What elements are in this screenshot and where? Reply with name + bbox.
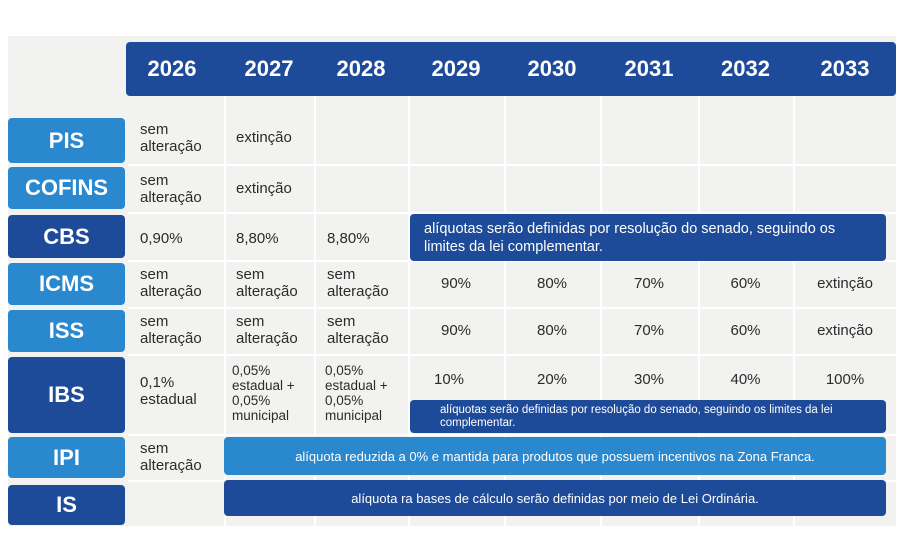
year-2032: 2032 (721, 56, 770, 81)
cell-icms-2026: sem alteração (140, 266, 202, 300)
cell-cbs-2026: 0,90% (140, 230, 183, 247)
tax-label-icms: ICMS (8, 263, 125, 305)
is-note-banner: alíquota ra bases de cálculo serão defin… (224, 480, 886, 516)
cell-ibs-2026: 0,1% estadual (140, 374, 197, 408)
cell-ibs-2027: 0,05% estadual + 0,05% municipal (232, 363, 295, 423)
year-2031: 2031 (624, 56, 674, 81)
cell-iss-2032: 60% (730, 322, 761, 339)
cell-iss-2033: extinção (817, 322, 873, 339)
cell-iss-2031: 70% (633, 322, 665, 339)
cell-iss-2029: 90% (440, 322, 472, 339)
cell-iss-2028: sem alteração (327, 313, 389, 347)
cell-ibs-2028: 0,05% estadual + 0,05% municipal (325, 363, 388, 423)
tax-label-cofins: COFINS (8, 167, 125, 209)
tax-label-pis: PIS (8, 118, 125, 163)
cell-iss-2027: sem alteração (236, 313, 298, 347)
grid-line (128, 164, 896, 166)
cell-icms-2029: 90% (440, 275, 472, 292)
tax-label-iss: ISS (8, 310, 125, 352)
cell-icms-2033: extinção (817, 275, 873, 292)
cell-icms-2028: sem alteração (327, 266, 389, 300)
year-2027: 2027 (244, 56, 294, 81)
tax-label-ipi: IPI (8, 437, 125, 478)
grid-line (504, 96, 506, 526)
grid-line (408, 96, 410, 526)
cell-cofins-2026: sem alteração (140, 172, 202, 206)
grid-line (698, 96, 700, 526)
tax-label-is: IS (8, 485, 125, 525)
cell-iss-2026: sem alteração (140, 313, 202, 347)
cell-ibs-2032: 40% (730, 371, 761, 388)
cell-ibs-2029: 10% (433, 371, 465, 388)
cell-icms-2030: 80% (536, 275, 568, 292)
grid-line (128, 354, 896, 356)
grid-line (793, 96, 795, 526)
year-2030: 2030 (527, 56, 577, 81)
cell-icms-2027: sem alteração (236, 266, 298, 300)
cell-cofins-2027: extinção (236, 180, 292, 197)
year-2028: 2028 (336, 56, 386, 81)
grid-line (128, 434, 896, 436)
grid-line (128, 212, 896, 214)
ibs-note-banner: alíquotas serão definidas por resolução … (410, 400, 886, 433)
cell-ipi-2026: sem alteração (140, 440, 202, 474)
tax-label-ibs: IBS (8, 357, 125, 433)
cell-icms-2031: 70% (633, 275, 665, 292)
cell-cbs-2028: 8,80% (327, 230, 370, 247)
grid-line (314, 96, 316, 526)
year-2029: 2029 (431, 56, 481, 81)
tax-label-cbs: CBS (8, 215, 125, 258)
ipi-note-banner: alíquota reduzida a 0% e mantida para pr… (224, 437, 886, 475)
cell-iss-2030: 80% (536, 322, 568, 339)
year-2026: 2026 (147, 56, 197, 81)
cell-ibs-2031: 30% (633, 371, 665, 388)
year-header-bar (126, 42, 896, 96)
grid-line (128, 307, 896, 309)
cell-pis-2027: extinção (236, 129, 292, 146)
cell-pis-2026: sem alteração (140, 121, 202, 155)
cell-icms-2032: 60% (730, 275, 761, 292)
grid-line (224, 96, 226, 526)
grid-line (600, 96, 602, 526)
year-2033: 2033 (820, 56, 870, 81)
cell-cbs-2027: 8,80% (236, 230, 279, 247)
grid-line (128, 260, 896, 262)
cell-ibs-2030: 20% (536, 371, 568, 388)
cell-ibs-2033: 100% (825, 371, 865, 388)
cbs-note-banner: alíquotas serão definidas por resolução … (410, 214, 886, 261)
